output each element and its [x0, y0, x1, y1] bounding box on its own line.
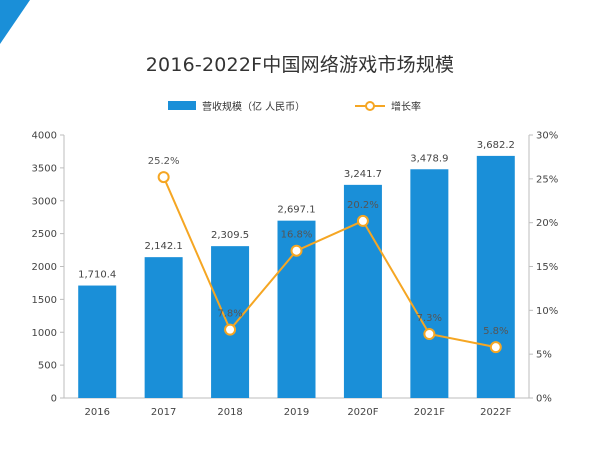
right-tick-label: 25% — [536, 174, 558, 185]
growth-value-label: 7.3% — [417, 313, 442, 324]
growth-point — [423, 328, 436, 341]
bar-value-label: 2,697.1 — [277, 205, 315, 216]
bar-value-label: 2,309.5 — [211, 230, 249, 241]
x-tick-label: 2019 — [284, 407, 309, 418]
growth-line — [162, 176, 496, 349]
x-tick-label: 2016 — [84, 407, 109, 418]
bar-value-label: 3,682.2 — [477, 140, 515, 151]
right-tick-label: 30% — [536, 131, 558, 142]
x-tick-label: 2020F — [347, 407, 378, 418]
left-tick-label: 3000 — [32, 196, 57, 207]
legend-item-revenue: 营收规模（亿 人民币） — [168, 98, 305, 113]
corner-triangle-icon — [0, 0, 30, 44]
legend-line-marker-icon — [355, 100, 385, 111]
chart-title: 2016-2022F中国网络游戏市场规模 — [145, 54, 455, 76]
legend: 营收规模（亿 人民币） 增长率 — [0, 98, 600, 114]
x-tick-label: 2021F — [414, 407, 445, 418]
left-tick-label: 3500 — [32, 163, 57, 174]
right-tick-label: 0% — [536, 394, 552, 405]
growth-value-label: 20.2% — [347, 200, 379, 211]
left-tick-label: 2500 — [32, 229, 57, 240]
growth-value-label: 25.2% — [148, 156, 180, 167]
growth-point — [290, 244, 303, 257]
bar-value-label: 3,241.7 — [344, 169, 382, 180]
right-tick-label: 20% — [536, 218, 558, 229]
growth-value-label: 5.8% — [483, 326, 508, 337]
growth-point — [489, 341, 502, 354]
growth-value-label: 16.8% — [281, 230, 313, 241]
left-tick-label: 500 — [38, 361, 57, 372]
bar — [410, 169, 449, 398]
bar — [78, 285, 117, 398]
x-tick-label: 2022F — [480, 407, 511, 418]
x-tick-label: 2017 — [151, 407, 176, 418]
growth-point — [356, 214, 369, 227]
growth-point — [224, 323, 237, 336]
bar-value-label: 1,710.4 — [78, 270, 116, 281]
left-tick-label: 2000 — [32, 262, 57, 273]
right-tick-label: 10% — [536, 306, 558, 317]
growth-point — [157, 171, 170, 184]
bar-value-label: 2,142.1 — [145, 241, 183, 252]
right-tick-label: 5% — [536, 350, 552, 361]
legend-item-growth: 增长率 — [355, 98, 421, 113]
bar — [211, 246, 250, 398]
right-tick-label: 15% — [536, 262, 558, 273]
bar-value-label: 3,478.9 — [410, 153, 448, 164]
left-tick-label: 1000 — [32, 328, 57, 339]
x-tick-label: 2018 — [217, 407, 242, 418]
left-tick-label: 1500 — [32, 295, 57, 306]
legend-label-growth: 增长率 — [391, 102, 421, 113]
legend-bar-swatch — [168, 101, 196, 110]
bar — [144, 257, 183, 398]
bar — [476, 155, 515, 398]
growth-value-label: 7.8% — [217, 309, 242, 320]
left-tick-label: 0 — [51, 394, 57, 405]
left-tick-label: 4000 — [32, 131, 57, 142]
legend-label-revenue: 营收规模（亿 人民币） — [202, 102, 306, 113]
